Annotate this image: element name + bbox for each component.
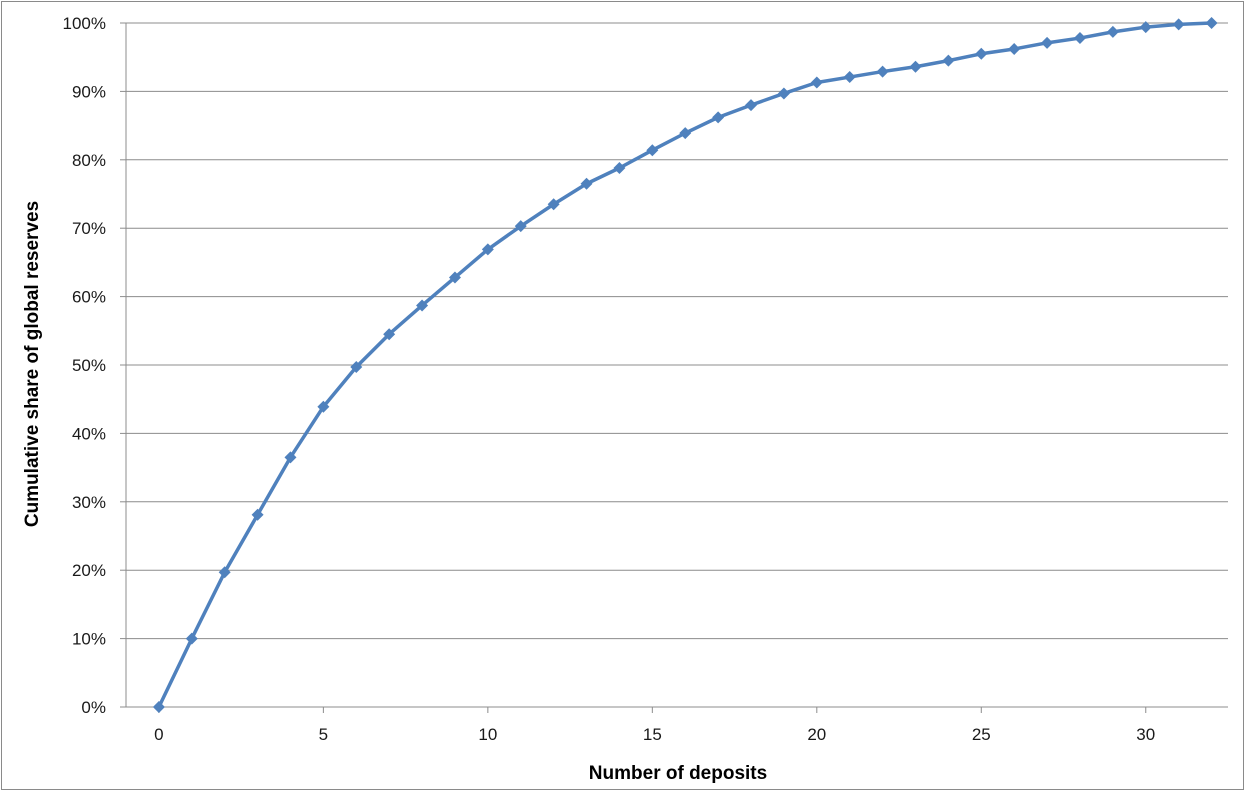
data-point — [613, 162, 626, 175]
y-tick-label: 60% — [72, 288, 106, 307]
data-point — [1205, 17, 1218, 29]
data-point — [218, 566, 231, 579]
y-tick-label: 50% — [72, 356, 106, 375]
y-tick-label: 100% — [63, 14, 106, 33]
data-point — [1041, 36, 1054, 49]
data-point — [317, 400, 330, 413]
data-point — [284, 451, 297, 464]
y-tick-labels: 0% 10% 20% 30% 40% 50% 60% 70% 80% 90% 100% — [63, 14, 106, 717]
x-tick-label: 20 — [807, 725, 826, 744]
x-tick-labels: 0 5 10 15 20 25 30 — [154, 725, 1155, 744]
data-point — [185, 632, 198, 645]
data-point — [448, 271, 461, 284]
y-tick-label: 0% — [81, 698, 106, 717]
axes — [120, 22, 1228, 713]
data-point — [481, 243, 494, 256]
x-tick-label: 5 — [319, 725, 328, 744]
data-point — [909, 60, 922, 73]
data-point — [1073, 32, 1086, 45]
data-point — [383, 328, 396, 341]
data-point — [1106, 25, 1119, 38]
x-tick-label: 30 — [1136, 725, 1155, 744]
y-tick-label: 20% — [72, 561, 106, 580]
data-point — [942, 54, 955, 67]
y-axis-title: Cumulative share of global reserves — [22, 201, 43, 527]
data-point — [679, 127, 692, 140]
data-point — [1139, 21, 1152, 34]
x-tick-label: 0 — [154, 725, 163, 744]
gridlines — [126, 22, 1228, 640]
data-point — [416, 299, 429, 312]
y-tick-label: 70% — [72, 219, 106, 238]
y-tick-label: 40% — [72, 424, 106, 443]
data-markers — [152, 17, 1218, 713]
data-point — [547, 198, 560, 211]
data-point — [745, 99, 758, 112]
data-point — [843, 71, 856, 84]
data-point — [350, 361, 363, 374]
data-point — [152, 701, 165, 713]
data-point — [580, 177, 593, 190]
data-point — [1008, 42, 1021, 55]
data-point — [712, 111, 725, 124]
x-tick-label: 25 — [972, 725, 991, 744]
data-point — [1172, 18, 1185, 31]
data-point — [251, 508, 264, 521]
x-tick-label: 10 — [478, 725, 497, 744]
data-point — [777, 87, 790, 100]
x-tick-label: 15 — [643, 725, 662, 744]
data-point — [514, 220, 527, 233]
y-tick-label: 80% — [72, 151, 106, 170]
y-tick-label: 90% — [72, 82, 106, 101]
x-axis-title: Number of deposits — [589, 763, 767, 784]
data-point — [646, 144, 659, 157]
y-tick-label: 30% — [72, 493, 106, 512]
data-point — [975, 47, 988, 60]
y-tick-label: 10% — [72, 630, 106, 649]
data-point — [810, 76, 823, 89]
data-point — [876, 65, 889, 78]
